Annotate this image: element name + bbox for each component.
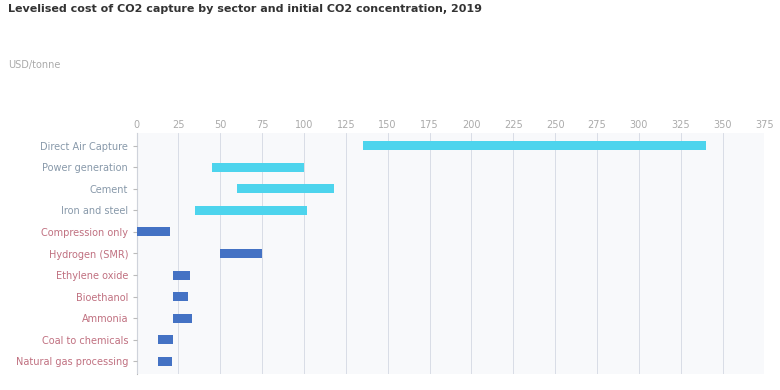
Bar <box>158 357 172 366</box>
Bar <box>173 292 189 301</box>
Bar <box>195 206 307 215</box>
Bar <box>173 271 190 280</box>
Bar <box>237 184 334 193</box>
Bar <box>173 314 192 323</box>
Bar <box>220 249 262 258</box>
Bar <box>363 141 706 150</box>
Bar <box>158 335 173 344</box>
Bar <box>136 227 170 236</box>
Text: USD/tonne: USD/tonne <box>8 60 60 71</box>
Bar <box>212 163 304 172</box>
Text: Levelised cost of CO2 capture by sector and initial CO2 concentration, 2019: Levelised cost of CO2 capture by sector … <box>8 4 482 14</box>
